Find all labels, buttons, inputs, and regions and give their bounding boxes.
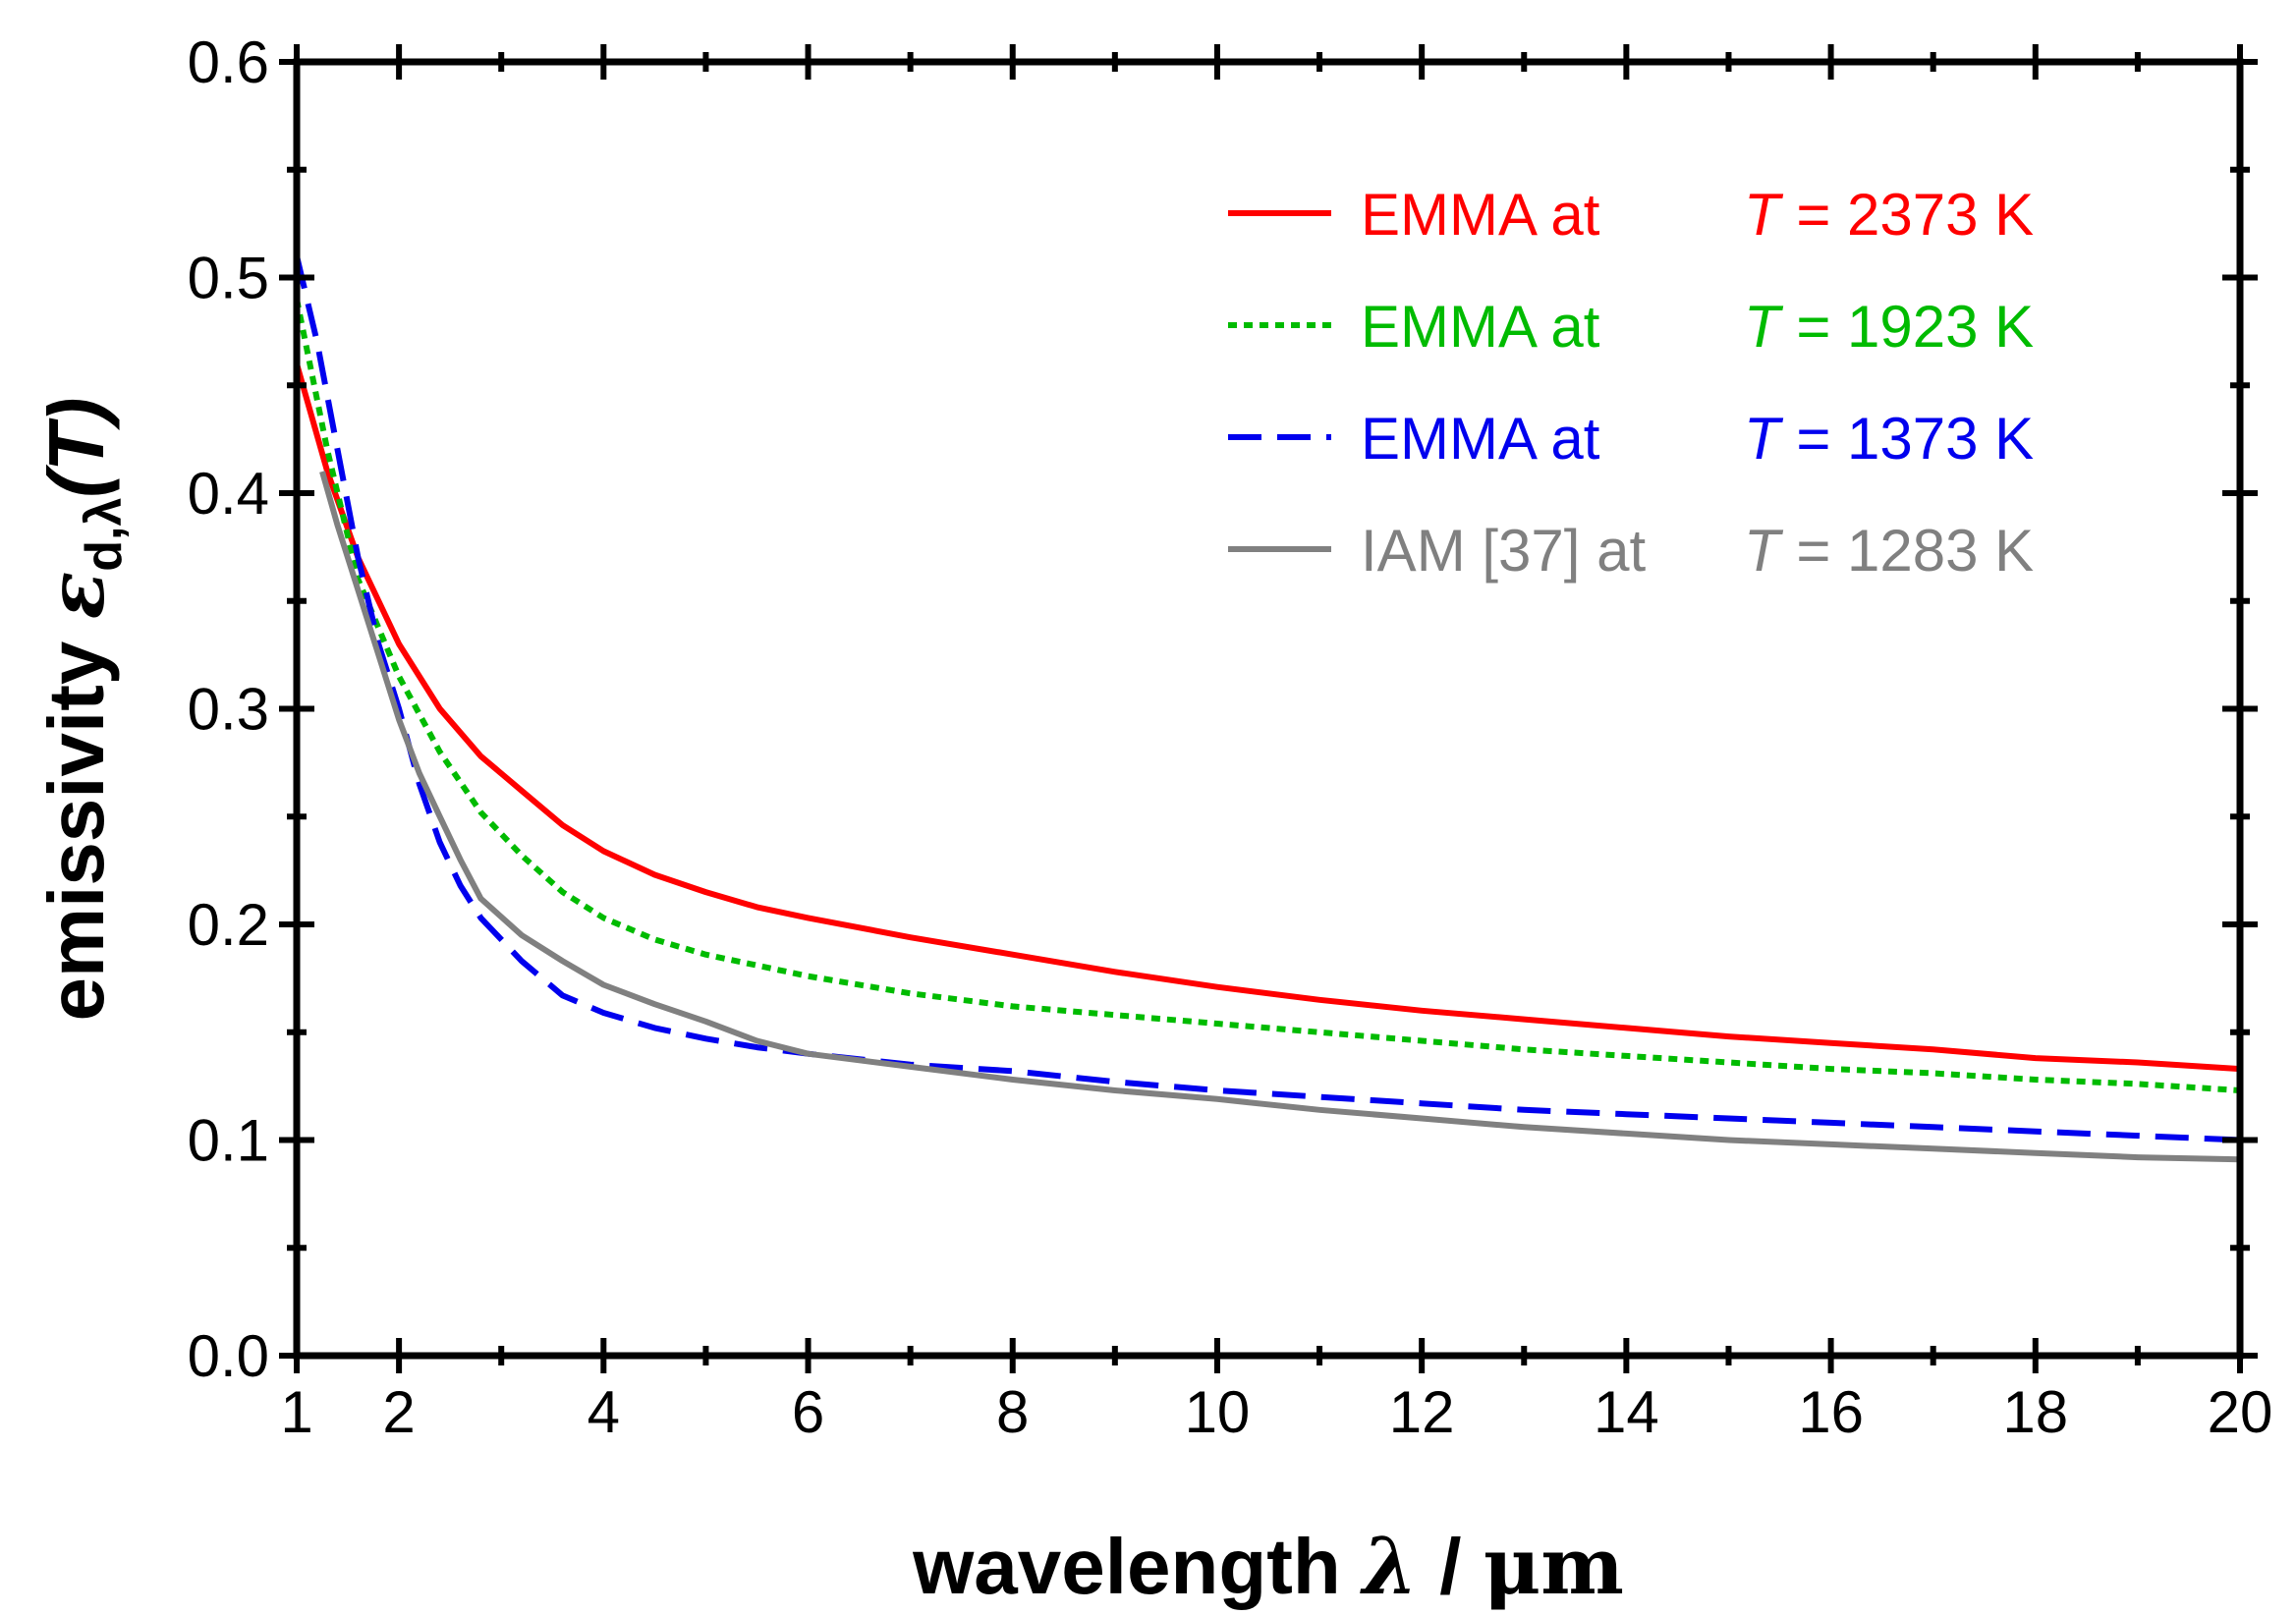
x-tick-label: 14 <box>1594 1379 1659 1445</box>
tick-labels-layer: 1 2 4 6 8 10 12 14 16 18 200.00.10.20.30.40.50.6 <box>188 29 2273 1445</box>
legend-temp-0: = 2373 K <box>1780 182 2035 248</box>
legend-label-1: EMMA at <box>1361 294 1600 360</box>
x-axis-title-separator: / <box>1418 1523 1484 1610</box>
y-tick-label: 0.6 <box>188 29 269 95</box>
y-tick-label: 0.4 <box>188 461 269 527</box>
series-line-1 <box>294 298 2241 1093</box>
legend-temp-1: = 1923 K <box>1780 294 2035 360</box>
series-line-3 <box>319 471 2241 1163</box>
y-tick-label: 0.0 <box>188 1323 269 1389</box>
x-tick-label: 8 <box>996 1379 1029 1445</box>
legend-var-1: T <box>1744 294 1784 360</box>
legend-value-0: T = 2373 K <box>1744 182 2034 248</box>
y-tick-label: 0.5 <box>188 246 269 311</box>
x-tick-label: 1 <box>280 1379 312 1445</box>
legend-label-2: EMMA at <box>1361 406 1600 472</box>
y-axis-title-subscript: d,λ <box>76 498 133 572</box>
plot-frame <box>293 58 2244 1360</box>
y-axis-title-argument: (T) <box>32 397 120 497</box>
legend: EMMA at T = 2373 K EMMA at T = 1923 K EMMA a… <box>1228 182 2034 584</box>
x-tick-label: 10 <box>1185 1379 1251 1445</box>
x-axis-title-prefix: wavelength <box>912 1523 1363 1610</box>
x-axis-title: wavelength λ / μm <box>912 1520 1624 1612</box>
legend-temp-2: = 1373 K <box>1780 406 2035 472</box>
x-tick-label: 16 <box>1798 1379 1864 1445</box>
legend-temp-3: = 1283 K <box>1780 518 2035 584</box>
y-axis-title-symbol: ε <box>29 572 122 620</box>
x-axis-title-symbol: λ <box>1360 1520 1418 1612</box>
x-tick-label: 18 <box>2002 1379 2068 1445</box>
legend-label-0: EMMA at <box>1361 182 1600 248</box>
legend-label-3: IAM [37] at <box>1361 518 1646 584</box>
series-line-0 <box>294 362 2241 1073</box>
x-tick-label: 12 <box>1389 1379 1455 1445</box>
legend-value-1: T = 1923 K <box>1744 294 2034 360</box>
x-axis-title-unit: μm <box>1484 1520 1624 1612</box>
x-tick-label: 20 <box>2208 1379 2273 1445</box>
y-tick-label: 0.2 <box>188 892 269 958</box>
y-axis-title: emissivity εd,λ(T) <box>29 397 133 1021</box>
series-layer <box>294 254 2241 1163</box>
legend-value-2: T = 1373 K <box>1744 406 2034 472</box>
x-tick-label: 6 <box>792 1379 824 1445</box>
legend-var-0: T <box>1744 182 1784 248</box>
x-tick-label: 2 <box>382 1379 415 1445</box>
y-tick-label: 0.1 <box>188 1108 269 1174</box>
x-tick-label: 4 <box>588 1379 620 1445</box>
y-tick-label: 0.3 <box>188 677 269 743</box>
legend-value-3: T = 1283 K <box>1744 518 2034 584</box>
legend-var-3: T <box>1744 518 1784 584</box>
y-axis-title-prefix: emissivity <box>32 619 120 1021</box>
series-line-2 <box>294 254 2241 1143</box>
legend-var-2: T <box>1744 406 1784 472</box>
